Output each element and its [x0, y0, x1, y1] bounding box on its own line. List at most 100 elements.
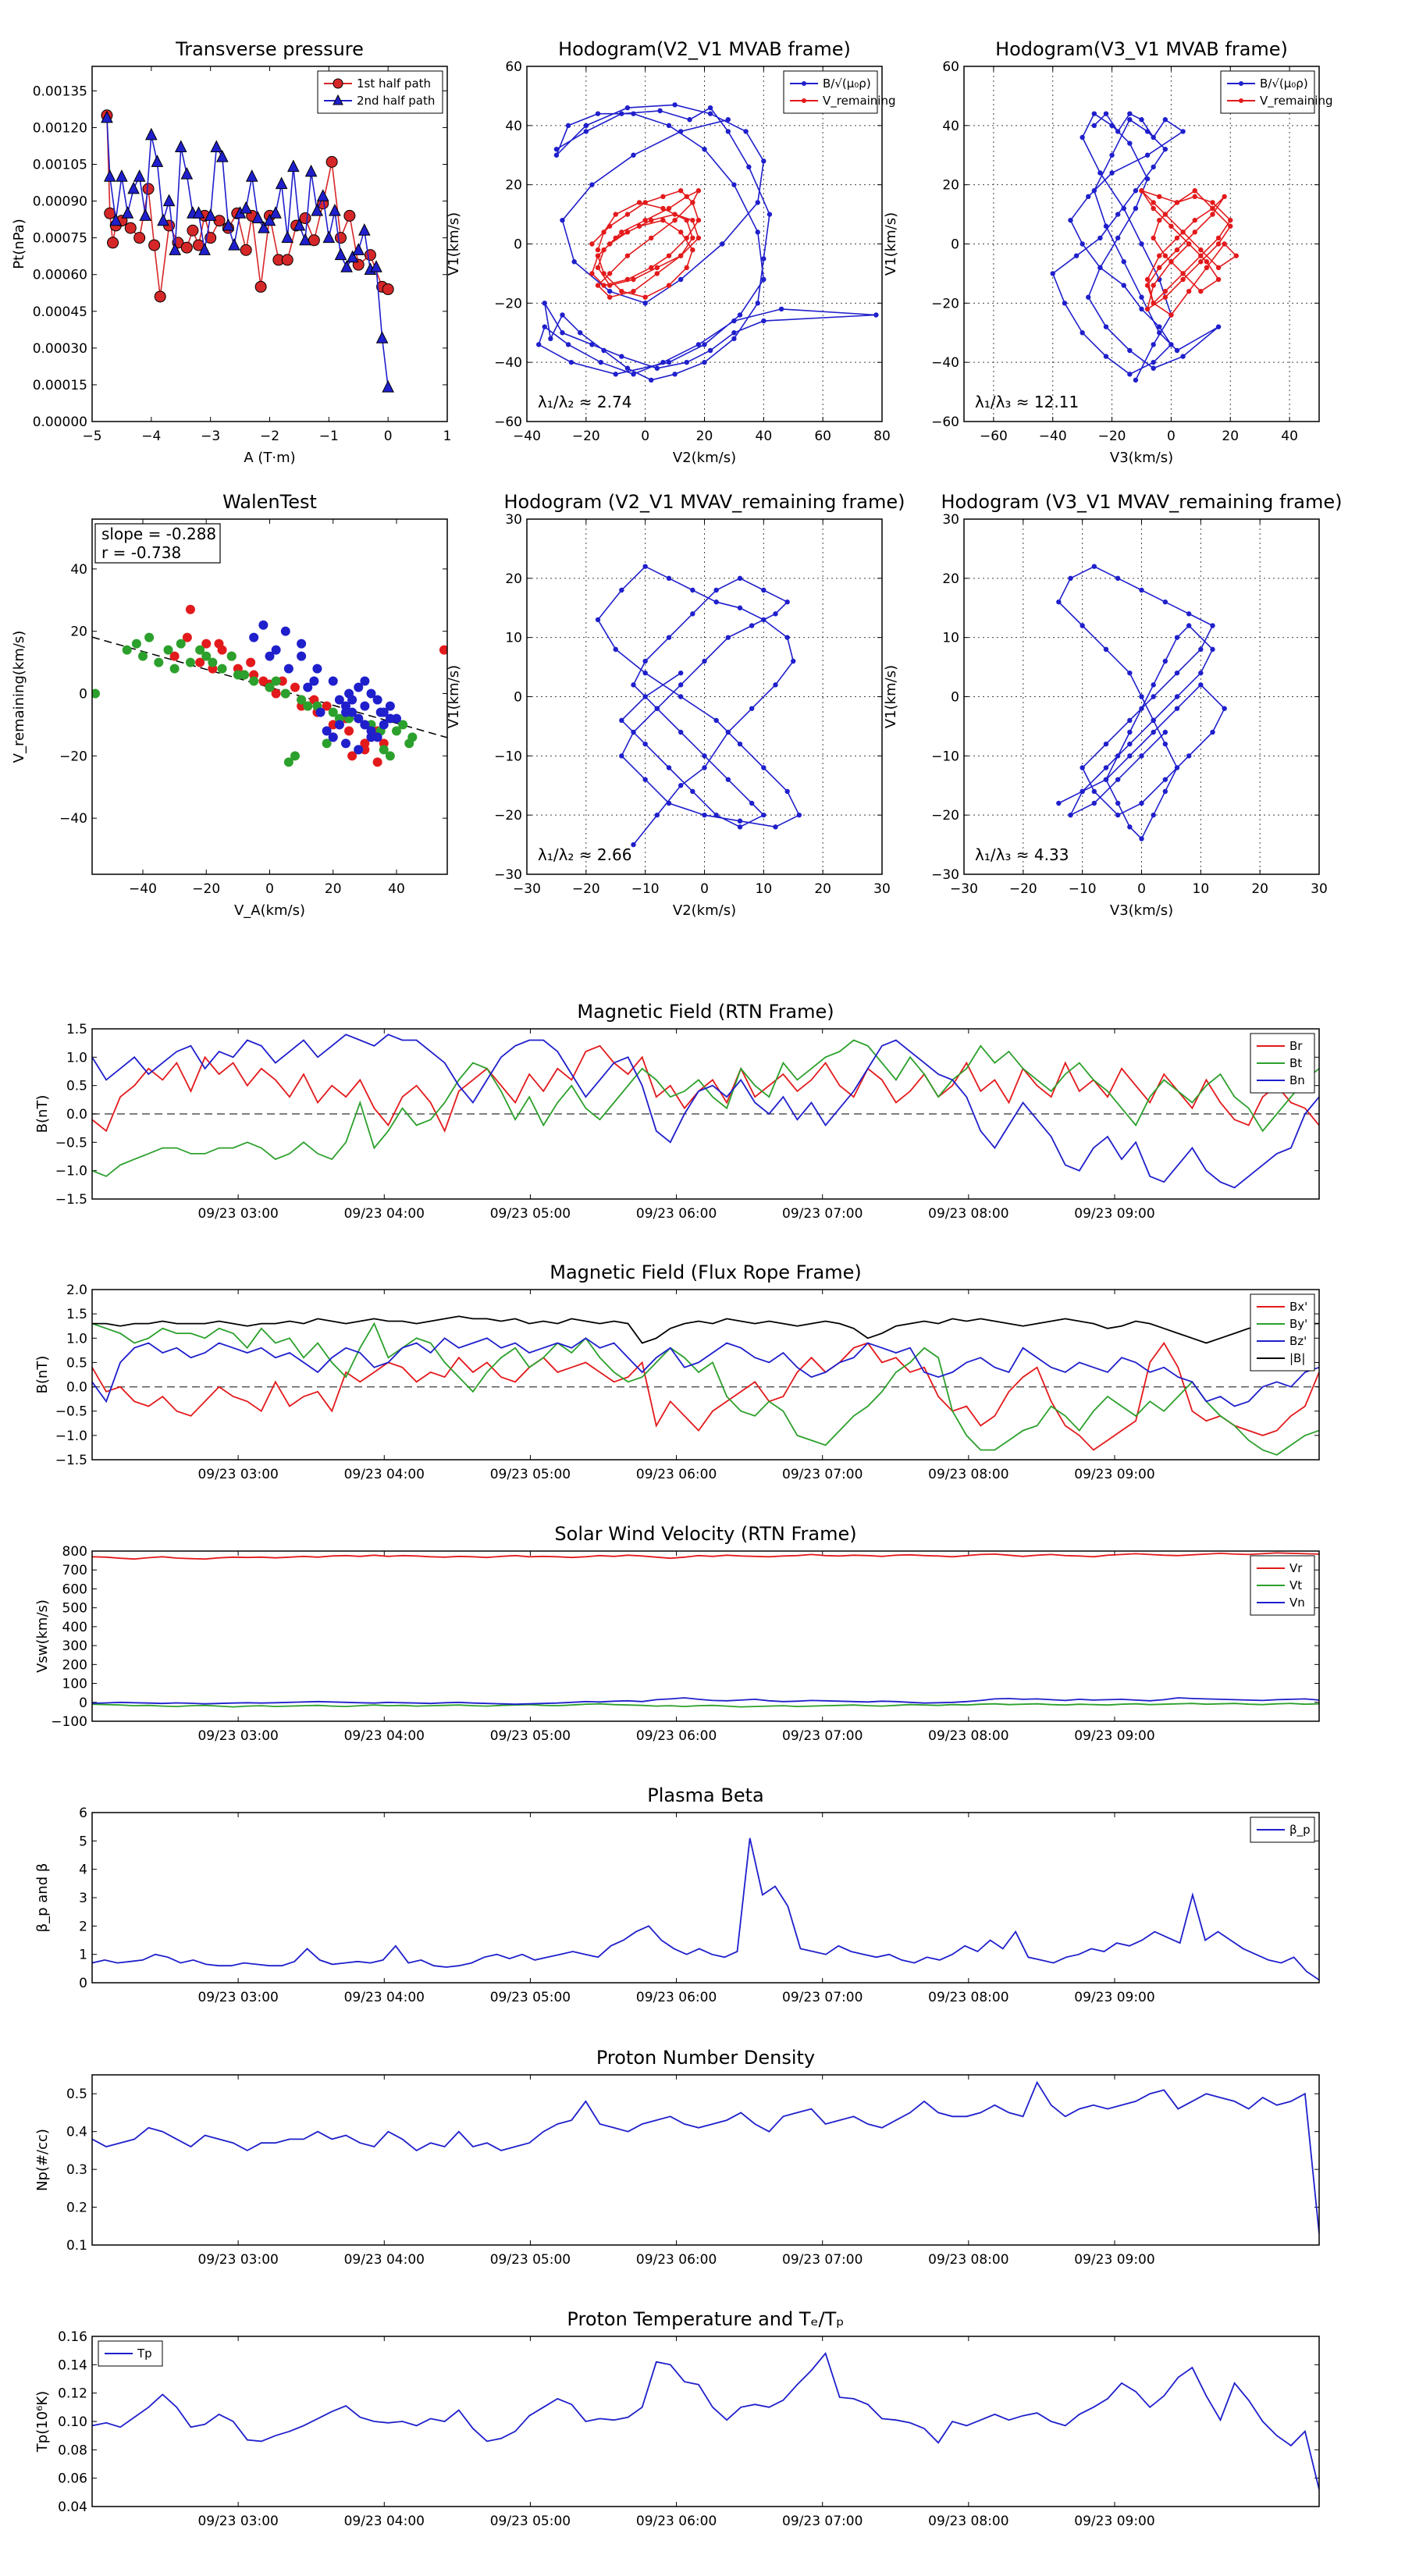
data-point [122, 645, 132, 655]
data-point [151, 155, 164, 167]
data-point [560, 312, 565, 318]
data-point [1133, 377, 1139, 383]
data-point [737, 818, 743, 824]
x-tick-label: 09/23 06:00 [636, 1206, 717, 1222]
data-point [542, 324, 547, 329]
y-tick-label: 100 [62, 1677, 87, 1692]
data-point [1192, 194, 1197, 200]
data-point [382, 379, 394, 393]
x-axis-label: V3(km/s) [1110, 450, 1173, 466]
data-point [761, 318, 767, 324]
data-point [1162, 741, 1168, 747]
legend-label: V_remaining [1260, 94, 1333, 109]
data-point [360, 720, 370, 730]
data-point [695, 217, 702, 223]
data-point [589, 271, 595, 276]
data-point [690, 587, 695, 593]
data-point [565, 123, 571, 129]
data-point [624, 276, 631, 283]
chart-title: Hodogram(V3_V1 MVAB frame) [995, 38, 1288, 60]
data-point [1198, 682, 1204, 688]
data-point [1174, 347, 1180, 354]
x-tick-label: −20 [1009, 881, 1037, 897]
data-point [642, 217, 648, 223]
data-point [1210, 646, 1215, 653]
y-tick-label: 300 [62, 1638, 87, 1654]
data-point [366, 688, 376, 699]
y-tick-label: 0.5 [66, 1079, 87, 1094]
data-point [589, 182, 595, 187]
data-point [707, 105, 713, 111]
series-line-V_remaining [1140, 190, 1238, 316]
chart-tp2: Proton Temperature and Tₑ/Tₚ 09/23 03:00 0… [34, 2308, 1320, 2529]
data-point [385, 713, 395, 724]
series-line-Tp [92, 2351, 1319, 2490]
legend: 1st half path 2nd half path [317, 70, 443, 114]
legend: Tp [98, 2340, 163, 2367]
data-point [684, 194, 689, 200]
data-point [619, 587, 624, 593]
data-point [216, 149, 229, 162]
data-point [791, 658, 796, 664]
data-point [1162, 729, 1168, 735]
series-line-|B| [92, 1315, 1319, 1344]
data-point [619, 229, 624, 235]
data-point [1115, 129, 1121, 134]
y-tick-label: 0.00120 [33, 120, 87, 136]
data-point [1127, 111, 1133, 116]
data-point [1080, 330, 1085, 336]
ratio-annotation: λ₁/λ₂ ≈ 2.74 [538, 393, 631, 411]
data-point [672, 217, 678, 223]
data-point [695, 235, 702, 241]
data-point [749, 706, 755, 711]
y-tick-label: −20 [931, 296, 959, 311]
data-point [666, 359, 672, 365]
data-point [601, 271, 606, 276]
y-tick-label: −30 [931, 867, 959, 883]
data-point [1198, 259, 1204, 265]
data-point [404, 738, 414, 749]
data-point [280, 688, 290, 699]
y-tick-label: 0.5 [66, 1355, 87, 1371]
data-point [606, 223, 613, 229]
data-point [1144, 129, 1151, 134]
legend-label: 2nd half path [357, 94, 435, 108]
x-tick-label: 20 [325, 881, 342, 897]
axes-frame [91, 2336, 1320, 2507]
data-point [354, 745, 364, 755]
data-point [1139, 188, 1144, 194]
legend-marker [333, 78, 343, 89]
data-point [228, 237, 240, 251]
x-tick-label: 09/23 09:00 [1074, 1990, 1154, 2005]
x-tick-label: 20 [814, 881, 831, 897]
y-tick-label: 0.00135 [33, 84, 87, 99]
data-point [725, 777, 731, 782]
y-tick-label: 0.00015 [33, 378, 87, 393]
chart-vel: Solar Wind Velocity (RTN Frame) 09/23 03:… [34, 1523, 1320, 1744]
legend: Br Bt Bn [1250, 1033, 1315, 1094]
y-tick-label: 0.00090 [33, 194, 87, 210]
data-point [303, 682, 313, 692]
y-tick-label: 0.2 [66, 2201, 87, 2216]
data-point [1127, 824, 1133, 830]
data-point [1174, 694, 1180, 699]
data-point [624, 229, 631, 235]
y-tick-label: 40 [70, 562, 87, 578]
data-point [1157, 217, 1162, 223]
data-point [606, 271, 613, 276]
data-point [684, 359, 689, 365]
ratio-annotation: λ₁/λ₃ ≈ 12.11 [975, 393, 1079, 411]
x-tick-label: 09/23 03:00 [197, 2252, 278, 2268]
data-point [678, 229, 684, 235]
data-point [1151, 283, 1156, 288]
data-point [217, 664, 227, 674]
x-tick-label: 09/23 06:00 [636, 1990, 717, 2005]
data-point [1091, 800, 1097, 806]
data-point [1180, 271, 1186, 276]
data-point [280, 626, 290, 636]
data-point [335, 232, 347, 244]
y-tick-label: 1.0 [66, 1331, 87, 1347]
data-point [606, 294, 613, 300]
y-tick-label: 0 [951, 237, 959, 253]
data-point [157, 213, 169, 226]
